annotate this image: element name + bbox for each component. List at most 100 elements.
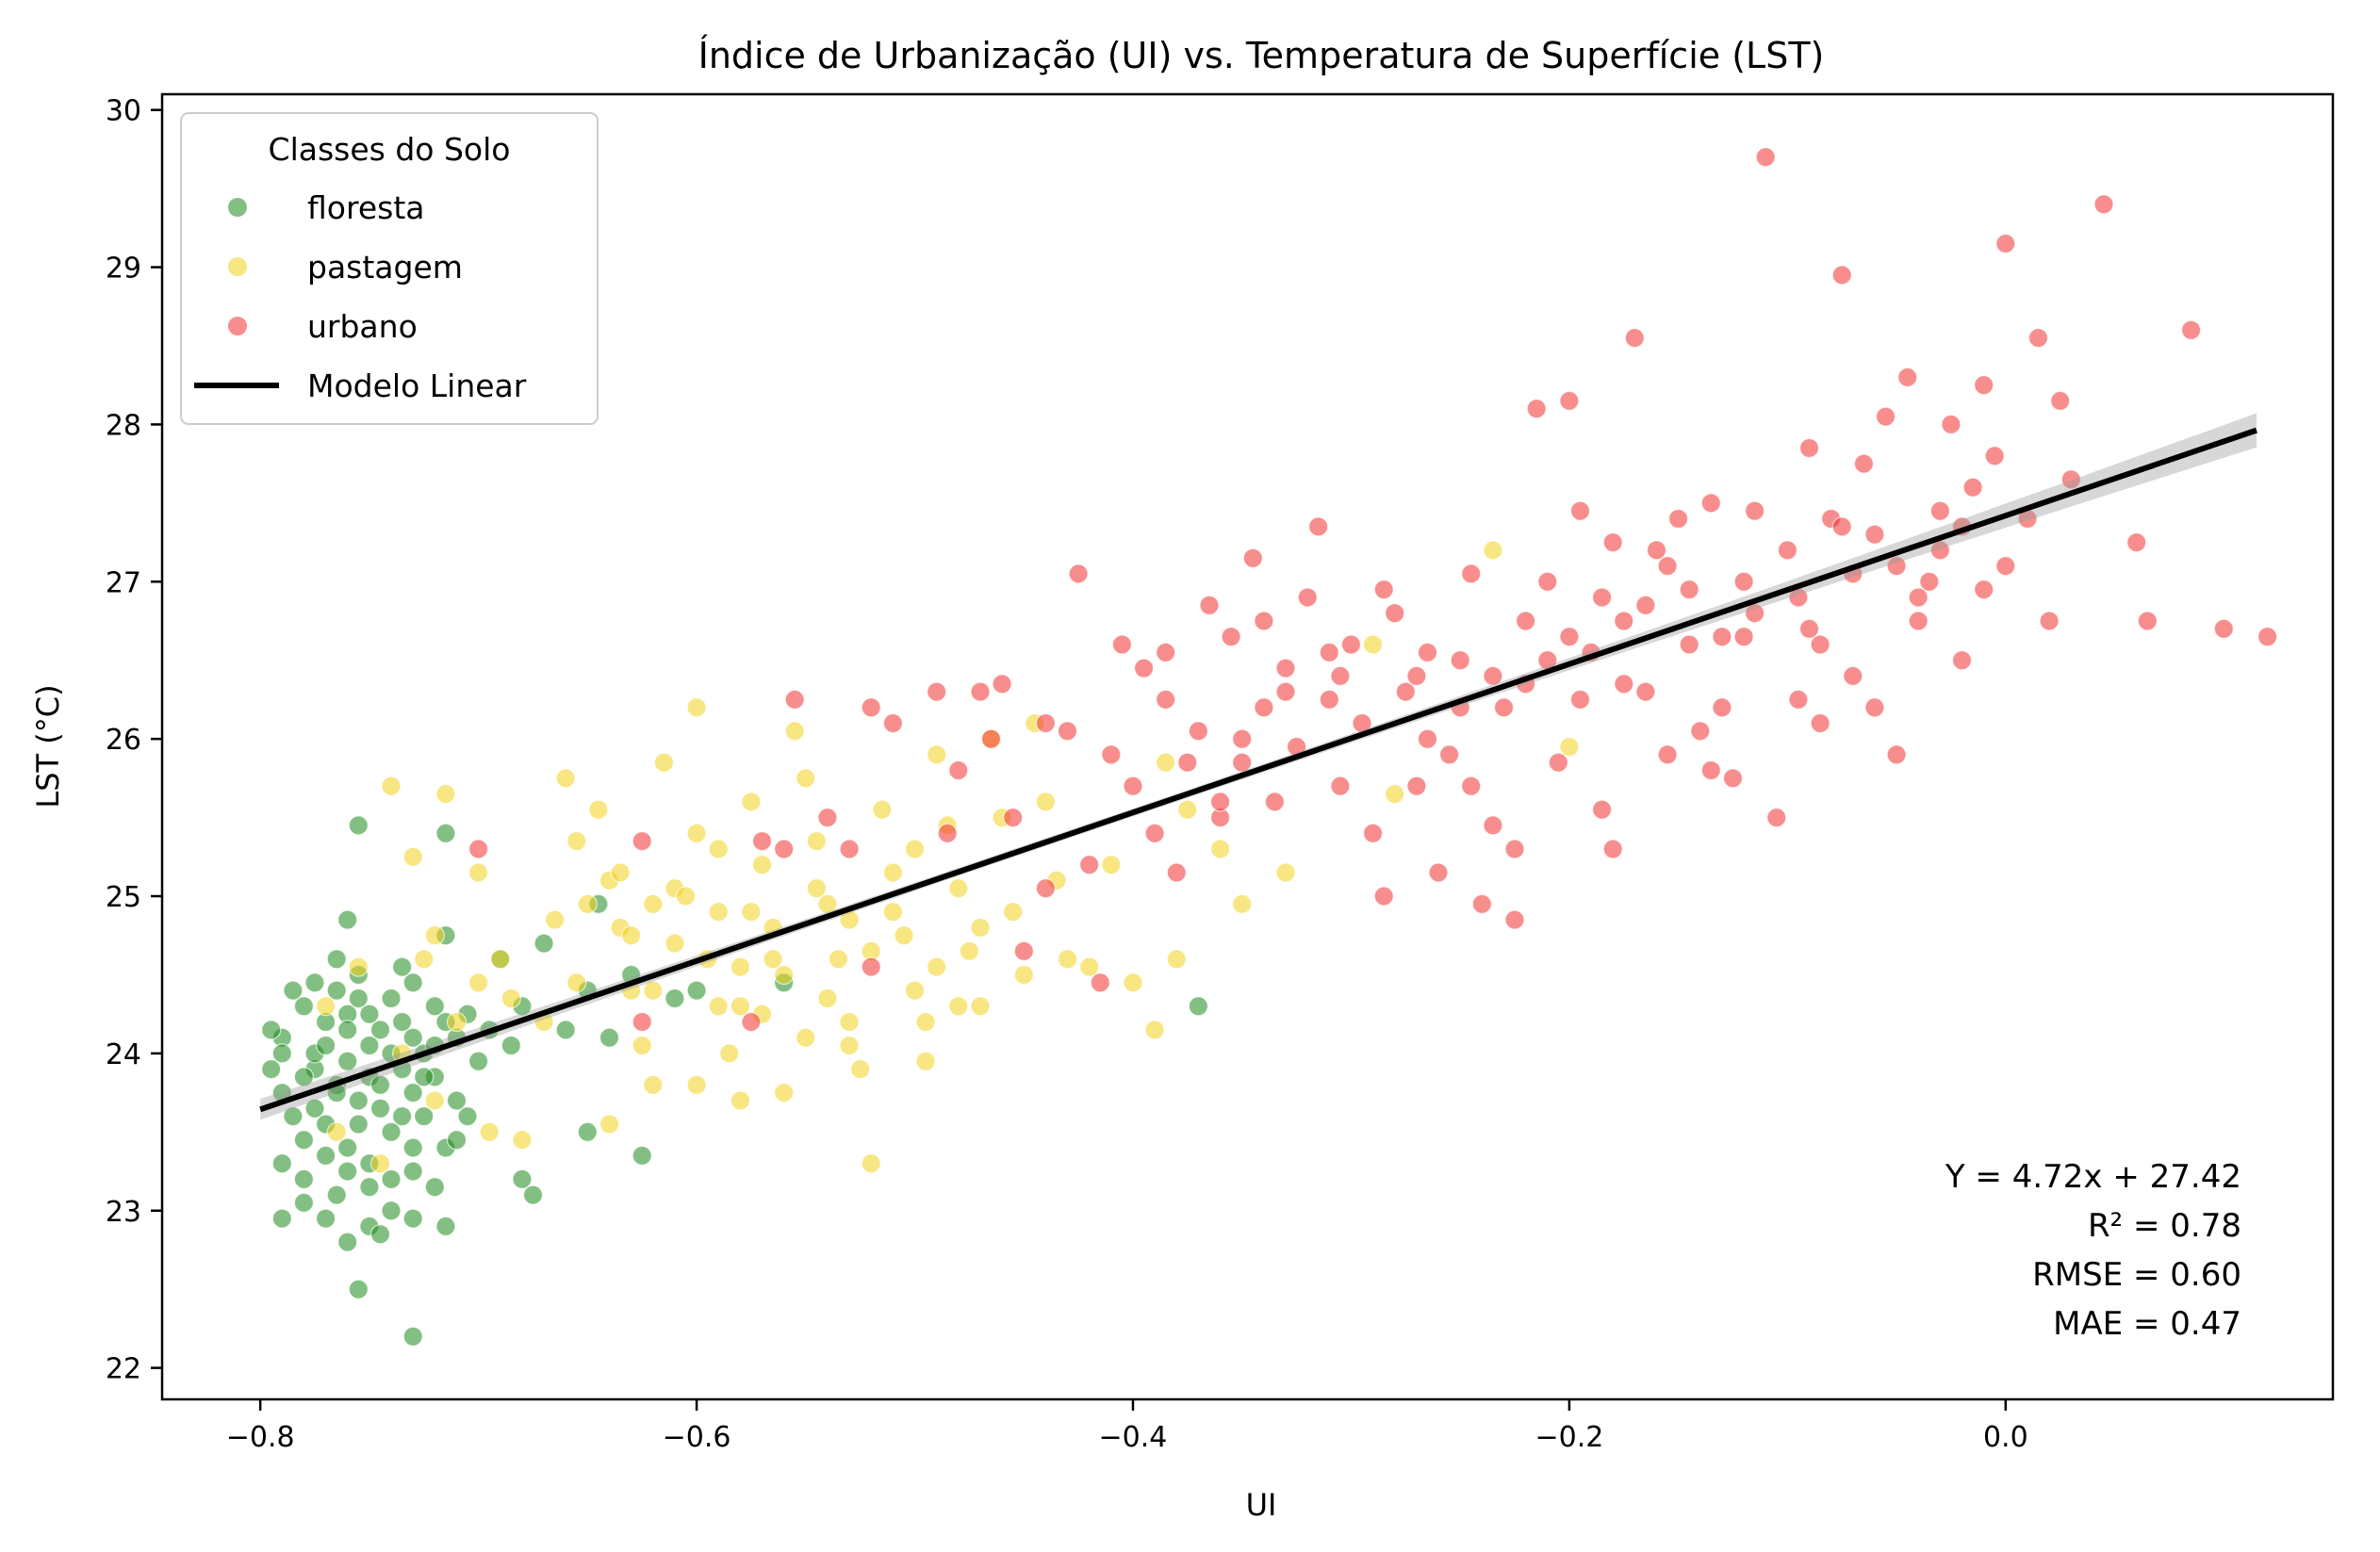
point-pastagem <box>414 949 435 970</box>
point-urbano <box>1526 399 1547 419</box>
point-urbano <box>1319 642 1339 663</box>
point-floresta <box>348 1279 369 1299</box>
point-floresta <box>304 972 325 993</box>
point-urbano <box>1733 627 1754 647</box>
point-pastagem <box>1035 792 1057 812</box>
point-pastagem <box>577 893 598 915</box>
point-pastagem <box>796 768 816 789</box>
point-urbano <box>1984 446 2005 466</box>
point-urbano <box>1504 839 1525 859</box>
point-urbano <box>1493 697 1515 718</box>
y-tick-label: 22 <box>106 1353 141 1386</box>
point-urbano <box>1232 752 1253 773</box>
point-urbano <box>861 697 881 718</box>
point-pastagem <box>1209 839 1231 859</box>
x-axis-label: UI <box>1246 1487 1277 1523</box>
legend-label-modelo-linear: Modelo Linear <box>307 368 527 404</box>
point-pastagem <box>566 830 587 852</box>
point-floresta <box>402 1326 423 1347</box>
point-urbano <box>751 830 773 852</box>
point-pastagem <box>643 893 664 915</box>
x-tick-label: 0.0 <box>1983 1421 2028 1454</box>
regression-confidence-band <box>260 413 2257 1120</box>
point-urbano <box>1700 760 1721 781</box>
x-tick-label: −0.8 <box>226 1421 295 1454</box>
point-urbano <box>1428 862 1449 883</box>
point-pastagem <box>948 996 969 1017</box>
point-urbano <box>1385 603 1405 624</box>
point-floresta <box>348 988 369 1009</box>
point-urbano <box>1254 697 1274 718</box>
point-floresta <box>402 1137 423 1158</box>
point-floresta <box>293 996 314 1017</box>
point-urbano <box>1624 328 1645 349</box>
point-urbano <box>937 823 958 843</box>
point-urbano <box>1788 689 1809 711</box>
point-floresta <box>665 988 685 1009</box>
point-urbano <box>1471 893 1492 915</box>
point-floresta <box>402 1027 423 1048</box>
point-urbano <box>784 689 805 711</box>
point-urbano <box>817 807 838 828</box>
point-urbano <box>2137 611 2158 631</box>
point-urbano <box>1417 728 1438 749</box>
regression-stats: Y = 4.72x + 27.42 R² = 0.78 RMSE = 0.60 … <box>1945 1158 2241 1343</box>
point-urbano <box>1166 862 1187 883</box>
point-urbano <box>1395 681 1416 702</box>
point-urbano <box>2126 531 2147 553</box>
point-urbano <box>1057 721 1078 742</box>
point-urbano <box>1003 807 1024 828</box>
point-urbano <box>1144 823 1165 843</box>
point-pastagem <box>763 949 783 970</box>
point-urbano <box>1406 776 1427 796</box>
point-floresta <box>522 1184 544 1205</box>
y-tick-label: 28 <box>106 409 141 442</box>
point-floresta <box>316 1035 336 1056</box>
scatter-points <box>261 147 2278 1347</box>
point-pastagem <box>348 956 369 977</box>
point-pastagem <box>806 878 828 899</box>
legend-marker-urbano <box>228 317 247 335</box>
point-urbano <box>1275 681 1296 702</box>
point-urbano <box>1679 579 1699 600</box>
point-floresta <box>369 1074 391 1095</box>
point-floresta <box>337 1051 358 1071</box>
point-urbano <box>1569 500 1591 521</box>
point-floresta <box>369 1224 391 1245</box>
point-floresta <box>381 1168 402 1190</box>
point-urbano <box>1657 744 1678 765</box>
point-pastagem <box>959 940 980 962</box>
point-pastagem <box>479 1121 500 1142</box>
point-urbano <box>1766 807 1787 828</box>
point-urbano <box>1373 579 1394 600</box>
point-pastagem <box>435 783 456 805</box>
point-floresta <box>402 1161 423 1182</box>
point-pastagem <box>620 925 642 946</box>
point-floresta <box>283 1105 304 1127</box>
point-urbano <box>1156 642 1176 663</box>
stats-r2: R² = 0.78 <box>2088 1207 2241 1245</box>
point-pastagem <box>1079 956 1100 977</box>
point-floresta <box>261 1020 282 1040</box>
point-pastagem <box>708 839 729 859</box>
point-floresta <box>402 1082 423 1103</box>
point-pastagem <box>806 830 828 852</box>
point-pastagem <box>751 855 773 875</box>
point-pastagem <box>1232 893 1253 915</box>
point-urbano <box>1755 147 1776 168</box>
point-floresta <box>337 1137 358 1158</box>
stats-mae: MAE = 0.47 <box>2053 1305 2241 1343</box>
point-floresta <box>599 1027 620 1048</box>
legend-marker-floresta <box>228 198 247 217</box>
point-pastagem <box>817 988 838 1009</box>
point-urbano <box>1079 855 1100 875</box>
point-urbano <box>2027 328 2049 349</box>
point-urbano <box>1712 627 1732 647</box>
point-floresta <box>337 909 358 930</box>
point-pastagem <box>632 1035 652 1056</box>
regression-line <box>259 427 2257 1113</box>
point-urbano <box>1483 665 1503 687</box>
point-urbano <box>1657 555 1678 577</box>
point-urbano <box>1974 375 1994 396</box>
